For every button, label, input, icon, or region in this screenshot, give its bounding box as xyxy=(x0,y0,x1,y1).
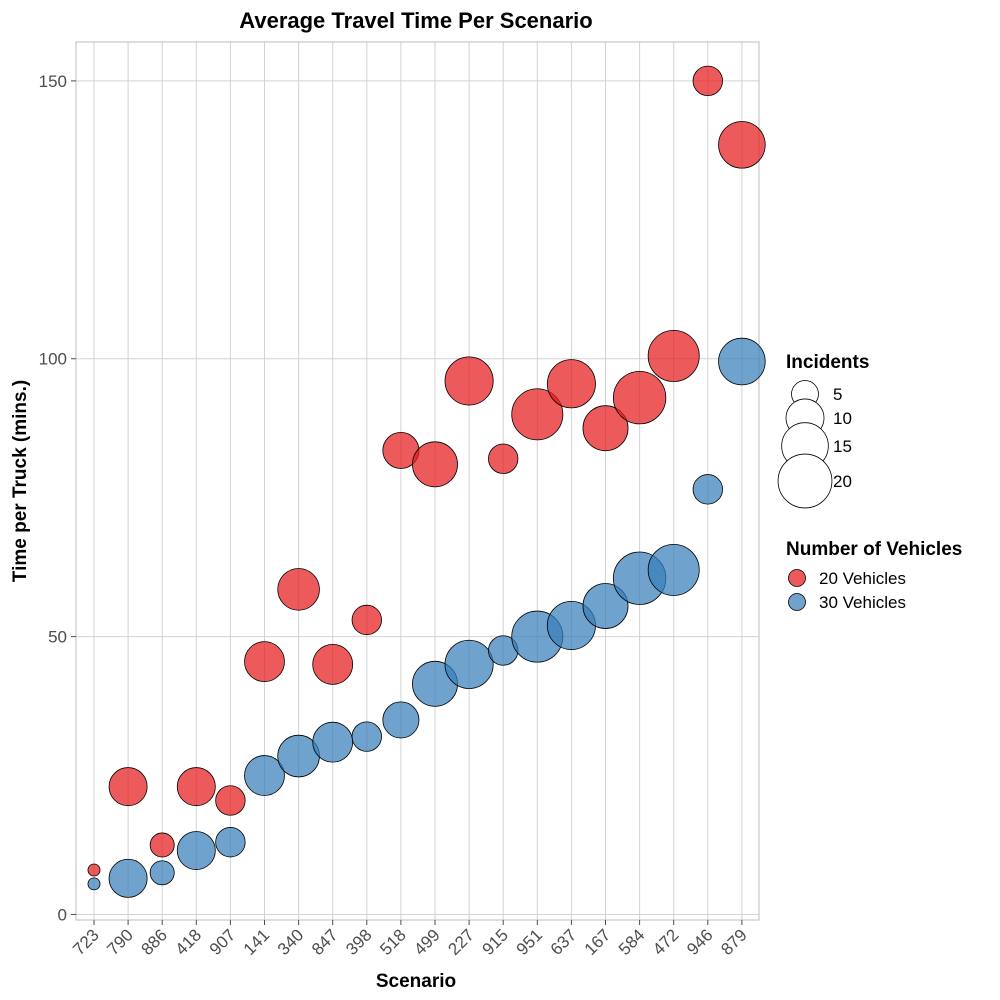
x-tick-label: 907 xyxy=(206,925,239,958)
x-tick-label: 886 xyxy=(138,925,171,958)
data-point xyxy=(718,121,766,169)
data-point xyxy=(351,604,382,636)
x-tick-label: 227 xyxy=(444,925,477,958)
x-tick-label: 915 xyxy=(479,925,512,958)
x-tick-label: 418 xyxy=(172,925,205,958)
legend-size-key xyxy=(777,453,833,509)
y-tick-label: 100 xyxy=(39,350,67,369)
data-point xyxy=(351,721,382,752)
y-axis-ticks: 0 50 100 150 xyxy=(39,72,76,924)
y-tick-label: 50 xyxy=(48,628,67,647)
chart-title: Average Travel Time Per Scenario xyxy=(239,8,592,33)
x-tick-label: 723 xyxy=(69,925,102,958)
data-point xyxy=(511,388,564,441)
data-point xyxy=(488,443,519,474)
data-point xyxy=(215,827,246,858)
data-point xyxy=(149,832,175,858)
x-tick-label: 472 xyxy=(649,925,682,958)
x-tick-label: 518 xyxy=(376,925,409,958)
data-point xyxy=(582,583,629,629)
y-tick-label: 0 xyxy=(58,905,67,924)
legend-vehicles-title: Number of Vehicles xyxy=(786,539,962,560)
data-point xyxy=(277,568,320,611)
data-point xyxy=(612,370,667,425)
y-tick-label: 150 xyxy=(39,72,67,91)
data-point xyxy=(215,785,246,816)
data-point xyxy=(647,543,700,596)
legend-size-label: 20 xyxy=(833,472,852,491)
legend-color-key xyxy=(788,593,806,611)
plot-panel-border xyxy=(75,41,760,921)
data-point xyxy=(412,441,458,488)
legend-incidents: Incidents 5 10 15 20 xyxy=(777,352,869,509)
data-point xyxy=(176,831,216,870)
legend-vehicles: Number of Vehicles 20 Vehicles 30 Vehicle… xyxy=(786,539,962,612)
data-point xyxy=(108,858,148,898)
data-point xyxy=(647,330,700,382)
x-tick-label: 951 xyxy=(513,925,546,958)
x-tick-label: 847 xyxy=(308,925,341,958)
x-tick-label: 637 xyxy=(547,925,580,958)
data-point xyxy=(244,755,285,796)
x-axis-title: Scenario xyxy=(376,971,456,992)
legend-size-label: 5 xyxy=(833,385,842,404)
x-tick-label: 879 xyxy=(717,925,750,958)
x-tick-label: 790 xyxy=(103,925,136,958)
x-tick-label: 167 xyxy=(581,925,614,958)
x-tick-label: 340 xyxy=(274,925,307,958)
data-point xyxy=(546,359,596,409)
x-tick-label: 584 xyxy=(615,925,648,958)
data-point xyxy=(382,701,420,739)
data-point xyxy=(108,767,148,807)
grid-lines xyxy=(76,42,759,920)
x-tick-label: 398 xyxy=(342,925,375,958)
data-point xyxy=(444,356,494,406)
legend-incidents-title: Incidents xyxy=(786,352,869,373)
data-point xyxy=(176,767,216,807)
data-point xyxy=(718,337,766,386)
data-point xyxy=(692,65,723,97)
data-point xyxy=(444,639,494,689)
legend-color-label: 20 Vehicles xyxy=(819,569,906,588)
data-point xyxy=(312,644,354,685)
legend-color-key xyxy=(788,569,806,587)
data-point xyxy=(582,405,629,452)
y-axis-title: Time per Truck (mins.) xyxy=(10,380,31,582)
data-point xyxy=(149,860,175,886)
data-point xyxy=(87,863,101,877)
x-tick-label: 946 xyxy=(683,925,716,958)
legend-color-label: 30 Vehicles xyxy=(819,593,906,612)
x-tick-label: 499 xyxy=(410,925,443,958)
data-point xyxy=(692,474,723,505)
legend-size-label: 15 xyxy=(833,437,852,456)
data-points xyxy=(87,65,766,898)
x-tick-label: 141 xyxy=(240,925,273,958)
legend-size-label: 10 xyxy=(833,409,852,428)
data-point xyxy=(312,721,354,763)
data-point xyxy=(244,641,285,682)
data-point xyxy=(87,877,101,891)
x-axis-ticks: 723 790 886 418 907 141 340 847 398 518 499 227 915 9… xyxy=(69,920,751,959)
